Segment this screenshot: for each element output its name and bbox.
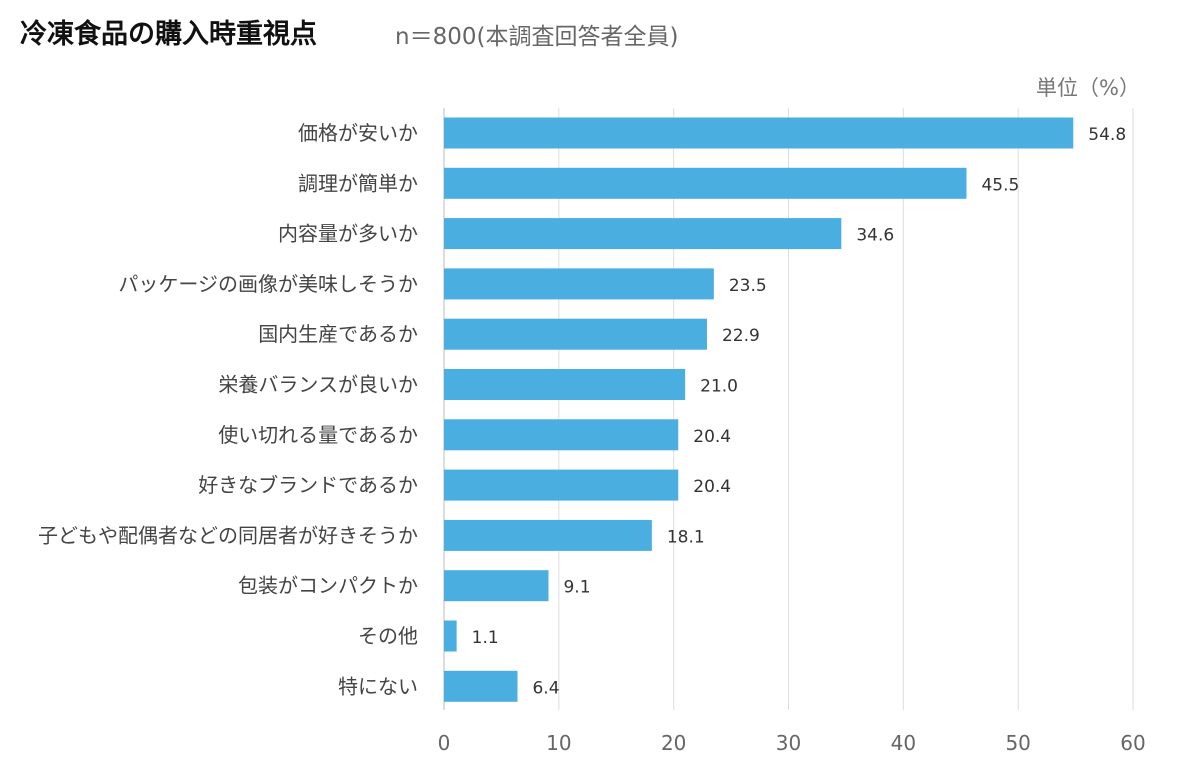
category-label: 子どもや配偶者などの同居者が好きそうか bbox=[38, 523, 418, 547]
bar bbox=[444, 419, 679, 451]
value-label: 23.5 bbox=[729, 276, 767, 296]
x-tick-label: 40 bbox=[891, 731, 916, 755]
value-label: 20.4 bbox=[693, 477, 731, 497]
x-tick-label: 10 bbox=[546, 731, 571, 755]
category-label: 特にない bbox=[338, 674, 418, 698]
chart-subtitle: n＝800(本調査回答者全員) bbox=[395, 24, 679, 50]
bar bbox=[444, 620, 457, 652]
category-label: 好きなブランドであるか bbox=[198, 473, 418, 497]
bar bbox=[444, 369, 686, 400]
bar bbox=[444, 318, 707, 350]
chart-title: 冷凍食品の購入時重視点 bbox=[20, 19, 317, 50]
category-label: 使い切れる量であるか bbox=[218, 423, 418, 447]
value-label: 22.9 bbox=[722, 326, 760, 346]
bar bbox=[444, 218, 842, 250]
category-label: パッケージの画像が美味しそうか bbox=[118, 272, 418, 296]
x-tick-label: 20 bbox=[661, 731, 686, 755]
value-label: 6.4 bbox=[532, 678, 559, 698]
value-label: 18.1 bbox=[667, 527, 705, 547]
value-label: 54.8 bbox=[1088, 125, 1126, 145]
x-tick-label: 30 bbox=[776, 731, 801, 755]
category-label: 価格が安いか bbox=[298, 121, 418, 145]
category-label: 内容量が多いか bbox=[278, 222, 418, 246]
bar bbox=[444, 570, 549, 602]
unit-label: 単位（%） bbox=[1036, 76, 1140, 100]
bar bbox=[444, 670, 518, 702]
category-label: 国内生産であるか bbox=[258, 322, 418, 346]
bar bbox=[444, 268, 714, 300]
bar bbox=[444, 469, 679, 501]
bar bbox=[444, 167, 967, 199]
category-label: その他 bbox=[358, 624, 418, 648]
value-label: 20.4 bbox=[693, 427, 731, 447]
x-tick-label: 0 bbox=[438, 731, 451, 755]
x-tick-label: 60 bbox=[1120, 731, 1145, 755]
bar bbox=[444, 117, 1074, 149]
value-label: 34.6 bbox=[856, 226, 894, 246]
value-label: 21.0 bbox=[700, 377, 738, 397]
value-label: 9.1 bbox=[563, 578, 590, 598]
category-label: 栄養バランスが良いか bbox=[218, 373, 418, 397]
x-tick-label: 50 bbox=[1005, 731, 1030, 755]
category-label: 包装がコンパクトか bbox=[238, 574, 418, 598]
value-label: 1.1 bbox=[472, 628, 499, 648]
category-label: 調理が簡単か bbox=[298, 171, 418, 195]
value-label: 45.5 bbox=[981, 175, 1019, 195]
bar bbox=[444, 519, 652, 551]
